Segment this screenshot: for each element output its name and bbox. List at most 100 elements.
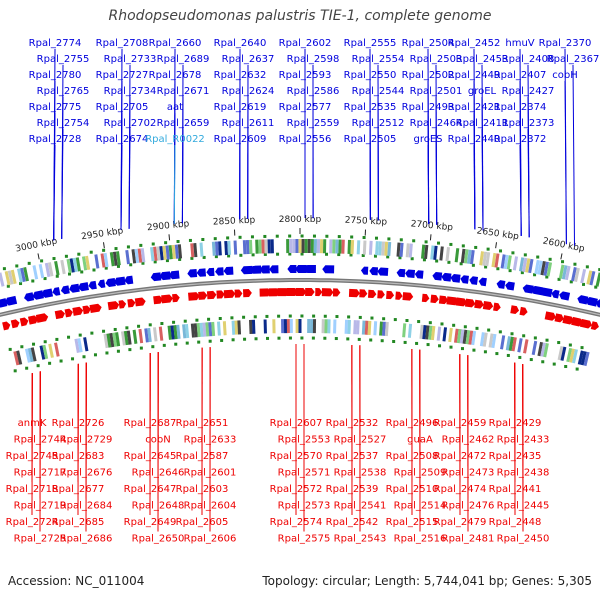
tick-dot-0 (374, 236, 378, 240)
forward-gene-arrow (369, 267, 379, 276)
feature-block-inner (202, 322, 207, 337)
tick-dot-0 (449, 242, 453, 246)
tick-dot-0 (325, 234, 329, 238)
tick-dot-1 (31, 279, 35, 283)
feature-block-inner (479, 332, 485, 347)
top-gene-label: Rpal_2624 (222, 86, 275, 97)
tick-dot-1 (288, 252, 292, 256)
tick-dot-2 (218, 316, 222, 320)
tick-dot-2 (580, 346, 584, 350)
tick-dot-3 (197, 340, 201, 344)
tick-dot-1 (129, 263, 133, 267)
feature-block-inner (83, 337, 89, 352)
tick-dot-1 (92, 268, 96, 272)
tick-dot-1 (337, 253, 341, 257)
tick-dot-2 (510, 332, 514, 336)
feature-block-inner (468, 330, 474, 345)
tick-dot-3 (438, 344, 442, 348)
feature-block-inner (147, 327, 152, 343)
feature-block-outer (564, 265, 571, 281)
bottom-gene-label: Rpal_2479 (434, 517, 487, 528)
feature-block-inner (361, 320, 366, 335)
feature-block-outer (540, 261, 546, 276)
tick-dot-0 (238, 235, 242, 239)
reverse-gene-arrow (223, 289, 236, 299)
tick-dot-3 (495, 352, 499, 356)
feature-block-outer (479, 251, 485, 266)
bottom-gene-label: Rpal_2448 (489, 517, 542, 528)
tick-dot-0 (573, 262, 577, 266)
tick-dot-0 (499, 249, 503, 253)
tick-dot-1 (116, 264, 120, 268)
feature-block-inner (298, 319, 302, 333)
feature-block-outer (214, 241, 219, 256)
kbp-tick-mark (103, 242, 105, 249)
bottom-gene-label: Rpal_2606 (184, 534, 237, 545)
tick-dot-2 (242, 315, 246, 319)
feature-block-inner (333, 319, 337, 334)
feature-block-outer (341, 239, 345, 254)
feature-block-inner (373, 321, 378, 336)
tick-dot-3 (105, 351, 109, 355)
tick-dot-1 (435, 259, 439, 263)
tick-dot-2 (265, 314, 269, 318)
tick-dot-0 (412, 239, 416, 243)
tick-dot-2 (370, 316, 374, 320)
tick-dot-2 (102, 329, 106, 333)
feature-block-inner (237, 320, 242, 335)
tick-dot-0 (139, 243, 143, 247)
top-gene-label: Rpal_2502 (402, 70, 455, 81)
top-gene-label: Rpal_2678 (149, 70, 202, 81)
reverse-gene-arrow (27, 315, 39, 325)
bottom-gene-label: Rpal_2450 (497, 534, 550, 545)
feature-block-inner (517, 338, 523, 353)
reverse-gene-arrow (161, 294, 173, 304)
feature-block-outer (430, 245, 435, 260)
reverse-gene-arrow (332, 288, 341, 297)
feature-block-outer (506, 255, 512, 270)
tick-dot-3 (13, 369, 17, 373)
tick-dot-1 (582, 282, 586, 286)
tick-dot-0 (474, 245, 478, 249)
tick-dot-1 (398, 256, 402, 260)
reverse-gene-arrow (554, 313, 564, 323)
top-gene-label: cobH (552, 70, 577, 81)
reverse-gene-arrow (82, 305, 91, 315)
top-gene-label: Rpal_2593 (279, 70, 332, 81)
tick-dot-0 (213, 237, 217, 241)
top-gene-label: Rpal_2411 (456, 118, 509, 129)
top-gene-label: Rpal_2407 (494, 70, 547, 81)
feature-block-inner (347, 319, 351, 335)
forward-gene-arrow (522, 284, 534, 294)
feature-block-outer (439, 246, 444, 261)
feature-block-inner (327, 319, 331, 334)
tick-dot-1 (471, 263, 475, 267)
forward-gene-arrow (105, 278, 116, 287)
feature-block-outer (94, 254, 100, 269)
forward-gene-arrow (240, 265, 253, 275)
tick-dot-2 (55, 337, 59, 341)
top-gene-label: Rpal_2602 (279, 38, 332, 49)
feature-block-inner (462, 329, 468, 344)
tick-dot-0 (151, 242, 155, 246)
feature-block-outer (211, 241, 216, 256)
forward-gene-arrow (24, 292, 35, 302)
top-gene-label: Rpal_2512 (352, 118, 405, 129)
feature-block-inner (281, 319, 285, 334)
feature-block-inner (103, 333, 109, 349)
feature-block-inner (13, 351, 20, 366)
top-gene-label: Rpal_2702 (104, 118, 157, 129)
kbp-tick-mark (560, 253, 563, 260)
feature-block-outer (255, 239, 259, 254)
tick-dot-3 (552, 362, 556, 366)
tick-dot-0 (27, 261, 31, 265)
forward-gene-arrow (322, 265, 335, 274)
feature-block-inner (583, 351, 590, 367)
feature-block-inner (453, 328, 459, 343)
top-leader-line (572, 64, 575, 246)
feature-block-outer (319, 239, 324, 254)
kbp-tick-label: 2700 kbp (410, 219, 453, 233)
feature-block-inner (557, 345, 564, 361)
feature-block-outer (66, 258, 72, 274)
